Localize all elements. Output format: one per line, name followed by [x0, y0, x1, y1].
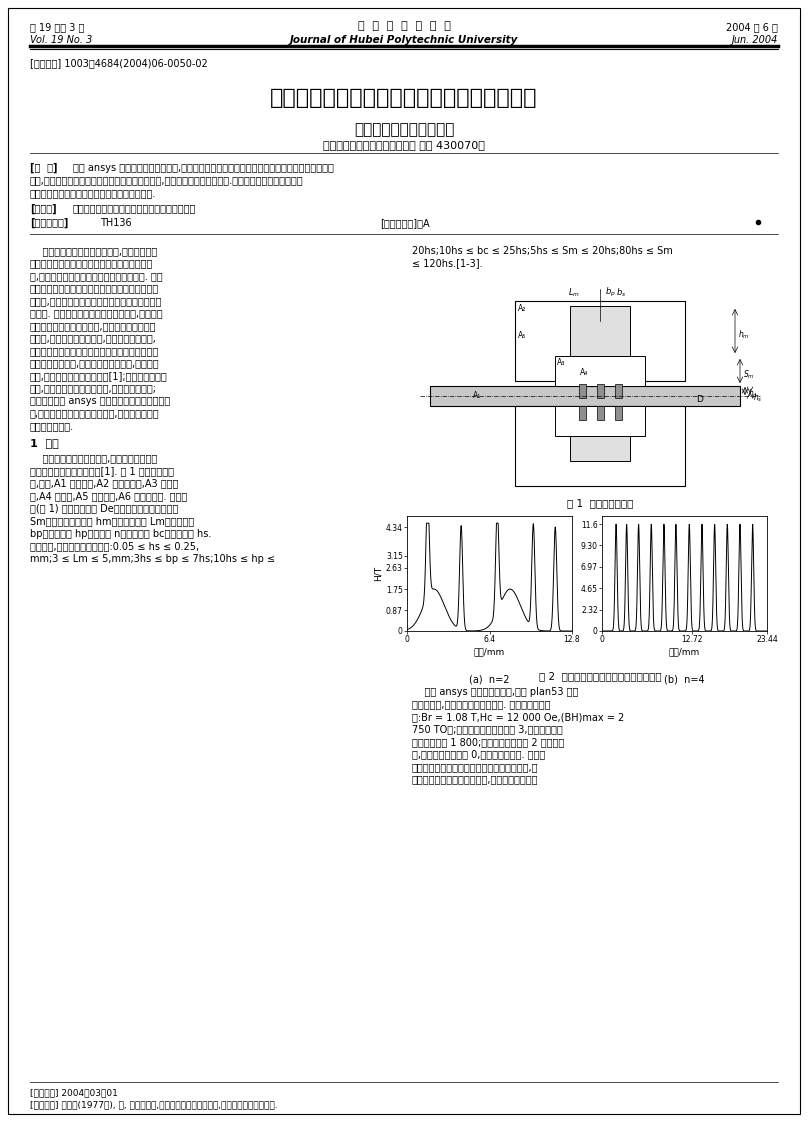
Text: （武汉理工大学机电学院，湖北 武汉 430070）: （武汉理工大学机电学院，湖北 武汉 430070）	[323, 140, 485, 150]
Text: $b_s$: $b_s$	[616, 286, 626, 298]
Text: [文章编号] 1003－4684(2004)06-0050-02: [文章编号] 1003－4684(2004)06-0050-02	[30, 58, 208, 68]
Text: 王耀华，冯雪梅，刘佐民: 王耀华，冯雪梅，刘佐民	[354, 122, 454, 137]
Bar	[555, 406, 645, 436]
Text: 靴,A4 为空气,A5 为磁流体,A6 为不导磁座. 结构参: 靴,A4 为空气,A5 为磁流体,A6 为不导磁座. 结构参	[30, 491, 187, 502]
Text: A₄: A₄	[580, 368, 588, 377]
Y-axis label: H/T: H/T	[374, 565, 383, 581]
Text: 矩形极齿磁流体密封装置的磁路参数仿真分析: 矩形极齿磁流体密封装置的磁路参数仿真分析	[270, 88, 538, 108]
Text: $b_p$: $b_p$	[605, 286, 616, 300]
Text: ≤ 120hs.[1-3].: ≤ 120hs.[1-3].	[412, 258, 482, 268]
Text: 2004 年 6 月: 2004 年 6 月	[726, 22, 778, 33]
Text: 第 19 卷第 3 期: 第 19 卷第 3 期	[30, 22, 84, 33]
Text: 图 1  密封原理结构图: 图 1 密封原理结构图	[567, 498, 633, 508]
Text: [文献标识码]：A: [文献标识码]：A	[380, 218, 430, 228]
Text: 模拟,得出了各参数对密封能力指标的线性回归系数,并对回归结果进行了分析.然后根据回归结果和其他的: 模拟,得出了各参数对密封能力指标的线性回归系数,并对回归结果进行了分析.然后根据…	[30, 175, 304, 185]
Text: 但由于磁流体密封的磁路具有介质多、各材料磁导: 但由于磁流体密封的磁路具有介质多、各材料磁导	[30, 346, 159, 356]
Text: 等优点,被广泛的应用到了真空密封、粉尘密封等各: 等优点,被广泛的应用到了真空密封、粉尘密封等各	[30, 296, 162, 306]
Text: 而笔者采用了 ansys 优先元分析软件进行仿真分: 而笔者采用了 ansys 优先元分析软件进行仿真分	[30, 396, 170, 406]
Bar	[515, 301, 685, 381]
Bar	[430, 386, 740, 406]
Text: 计算,又有各材料尺寸差别悬殊,有限元划分很难;: 计算,又有各材料尺寸差别悬殊,有限元划分很难;	[30, 384, 157, 394]
Text: 界,边界处矢量磁势取 0,即矢量平行条件. 然后选: 界,边界处矢量磁势取 0,即矢量平行条件. 然后选	[412, 749, 545, 760]
Text: [中国分类号]: [中国分类号]	[30, 218, 69, 228]
Bar	[555, 356, 645, 386]
Text: 使用 ansys 建立了磁流体密封模型,基于此模型对各磁路结构参数对密封能力的影响进行了正交: 使用 ansys 建立了磁流体密封模型,基于此模型对各磁路结构参数对密封能力的影…	[73, 163, 334, 173]
Bar	[615, 384, 622, 398]
Text: Sm、永磁体径向厚度 hm、永磁体长度 Lm、极齿厚度: Sm、永磁体径向厚度 hm、永磁体长度 Lm、极齿厚度	[30, 516, 194, 526]
Text: 个特色,对于磁路设计与计算,可以采用理论方法,: 个特色,对于磁路设计与计算,可以采用理论方法,	[30, 333, 157, 343]
Text: 实际工程因素对各参数的设计进行了定性的分析.: 实际工程因素对各参数的设计进行了定性的分析.	[30, 188, 157, 197]
Text: 体在有梯度的外磁场下能够承受一定的压差的性: 体在有梯度的外磁场下能够承受一定的压差的性	[30, 258, 154, 268]
Text: [关键词]: [关键词]	[30, 203, 57, 214]
Text: A₁: A₁	[473, 390, 482, 401]
Text: 很难,而且与实际情况出入较大[1];对于人工的数值: 很难,而且与实际情况出入较大[1];对于人工的数值	[30, 371, 168, 381]
X-axis label: 路径/mm: 路径/mm	[669, 647, 700, 656]
Text: 过中心轴的截面的平面形式[1]. 图 1 是其结构示意: 过中心轴的截面的平面形式[1]. 图 1 是其结构示意	[30, 466, 174, 476]
Text: 条直线段关于中轴线左右对称,长度为永磁材料长: 条直线段关于中轴线左右对称,长度为永磁材料长	[412, 774, 538, 784]
Text: 这项技术所具有的无泄漏、无固体摩擦以及不发热: 这项技术所具有的无泄漏、无固体摩擦以及不发热	[30, 284, 159, 294]
Bar	[597, 406, 604, 420]
Text: 的设计是其中的重点和难点,也是磁流体密封的一: 的设计是其中的重点和难点,也是磁流体密封的一	[30, 321, 157, 331]
Text: 资料表明,各参数应在以下范围:0.05 ≤ hs ≤ 0.25,: 资料表明,各参数应在以下范围:0.05 ≤ hs ≤ 0.25,	[30, 541, 199, 551]
Bar	[597, 384, 604, 398]
Text: 湖  北  工  学  院  学  报: 湖 北 工 学 院 学 报	[358, 21, 450, 31]
Text: $L_m$: $L_m$	[568, 286, 580, 298]
Text: TH136: TH136	[100, 218, 132, 228]
Text: A₅: A₅	[518, 331, 526, 340]
Text: 能,来达到将密封间隙两边的介质分开的目的. 由于: 能,来达到将密封间隙两边的介质分开的目的. 由于	[30, 272, 162, 280]
Text: 1  建模: 1 建模	[30, 439, 59, 449]
Text: $h_s$: $h_s$	[753, 390, 763, 404]
Text: Vol. 19 No. 3: Vol. 19 No. 3	[30, 35, 92, 45]
Text: A₃: A₃	[557, 358, 566, 367]
Text: $h_m$: $h_m$	[738, 328, 750, 340]
Bar	[515, 406, 685, 486]
Text: 率非常悬殊的特性,磁漏难以确定的特点,理论计算: 率非常悬殊的特性,磁漏难以确定的特点,理论计算	[30, 359, 160, 368]
Bar	[570, 306, 630, 356]
Text: 个领域. 磁流体密封的设计包括很多方面,其中磁路: 个领域. 磁流体密封的设计包括很多方面,其中磁路	[30, 309, 162, 319]
Text: [作者简介] 王耀华(1977－), 男, 河南卢氏人,武汉理工大学硕士研究生,研究方向：磁流体密封.: [作者简介] 王耀华(1977－), 男, 河南卢氏人,武汉理工大学硕士研究生,…	[30, 1100, 278, 1109]
Text: 取密封间隙中间位置上的一条直线段作为路径,这: 取密封间隙中间位置上的一条直线段作为路径,这	[412, 762, 538, 772]
Text: 磁流体密封是一门新兴的技术,是利用铁磁流: 磁流体密封是一门新兴的技术,是利用铁磁流	[30, 246, 158, 256]
Text: 750 TO。;磁流体的相对导磁率取 3,轴和磁极材料: 750 TO。;磁流体的相对导磁率取 3,轴和磁极材料	[412, 725, 562, 735]
Text: $S_m$: $S_m$	[743, 368, 755, 380]
Text: [收稿日期] 2004－03－01: [收稿日期] 2004－03－01	[30, 1088, 118, 1097]
Text: Jun. 2004: Jun. 2004	[731, 35, 778, 45]
Bar	[579, 406, 586, 420]
Text: 图,其中,A1 为导磁轴,A2 为永磁材料,A3 为磁极: 图,其中,A1 为导磁轴,A2 为永磁材料,A3 为磁极	[30, 478, 179, 488]
Text: mm;3 ≤ Lm ≤ 5,mm;3hs ≤ bp ≤ 7hs;10hs ≤ hp ≤: mm;3 ≤ Lm ≤ 5,mm;3hs ≤ bp ≤ 7hs;10hs ≤ h…	[30, 553, 276, 563]
Text: D: D	[696, 395, 704, 404]
Bar	[570, 411, 630, 461]
Text: 图 2  磁场强度在所定义路径上的分布曲线: 图 2 磁场强度在所定义路径上的分布曲线	[539, 671, 661, 681]
Bar	[615, 406, 622, 420]
Text: 使用 ansys 软件建模过程中,选用 plan53 八节: 使用 ansys 软件建模过程中,选用 plan53 八节	[412, 687, 579, 697]
Text: 数(图 1) 包括转轴直径 De、永磁体和轴之间的间隙: 数(图 1) 包括转轴直径 De、永磁体和轴之间的间隙	[30, 504, 179, 514]
Text: $h_p$: $h_p$	[748, 388, 758, 401]
Text: (a)  n=2: (a) n=2	[469, 674, 510, 684]
Text: (b)  n=4: (b) n=4	[664, 674, 705, 684]
Bar	[579, 384, 586, 398]
Text: bp、极齿高度 hp、极齿数 n、齿槽宽度 bc、密封间隙 hs.: bp、极齿高度 hp、极齿数 n、齿槽宽度 bc、密封间隙 hs.	[30, 528, 212, 539]
X-axis label: 路径/mm: 路径/mm	[473, 647, 505, 656]
Text: 由于整个装置是轴对称的,所以磁路可简化为: 由于整个装置是轴对称的,所以磁路可简化为	[30, 453, 158, 463]
Text: 限元划分的缺陷.: 限元划分的缺陷.	[30, 421, 74, 431]
Text: 相对导磁率取 1 800;选取永磁铁外径的 2 倍作为边: 相对导磁率取 1 800;选取永磁铁外径的 2 倍作为边	[412, 737, 564, 747]
Text: 为:Br = 1.08 T,Hc = 12 000 Oe,(BH)max = 2: 为:Br = 1.08 T,Hc = 12 000 Oe,(BH)max = 2	[412, 712, 625, 721]
Text: Journal of Hubei Polytechnic University: Journal of Hubei Polytechnic University	[290, 35, 518, 45]
Text: 点平面单元,自由度设选取矢量磁势. 永磁材料数据选: 点平面单元,自由度设选取矢量磁势. 永磁材料数据选	[412, 699, 550, 709]
Text: [摘  要]: [摘 要]	[30, 163, 57, 173]
Text: 析,有效的利用了数值计算的优点,又避免了人工有: 析,有效的利用了数值计算的优点,又避免了人工有	[30, 408, 160, 419]
Text: 20hs;10hs ≤ bc ≤ 25hs;5hs ≤ Sm ≤ 20hs;80hs ≤ Sm: 20hs;10hs ≤ bc ≤ 25hs;5hs ≤ Sm ≤ 20hs;80…	[412, 246, 673, 256]
Text: 结构参数；正交模拟；密封能力指标；回归分析: 结构参数；正交模拟；密封能力指标；回归分析	[73, 203, 196, 213]
Text: A₂: A₂	[518, 304, 526, 313]
